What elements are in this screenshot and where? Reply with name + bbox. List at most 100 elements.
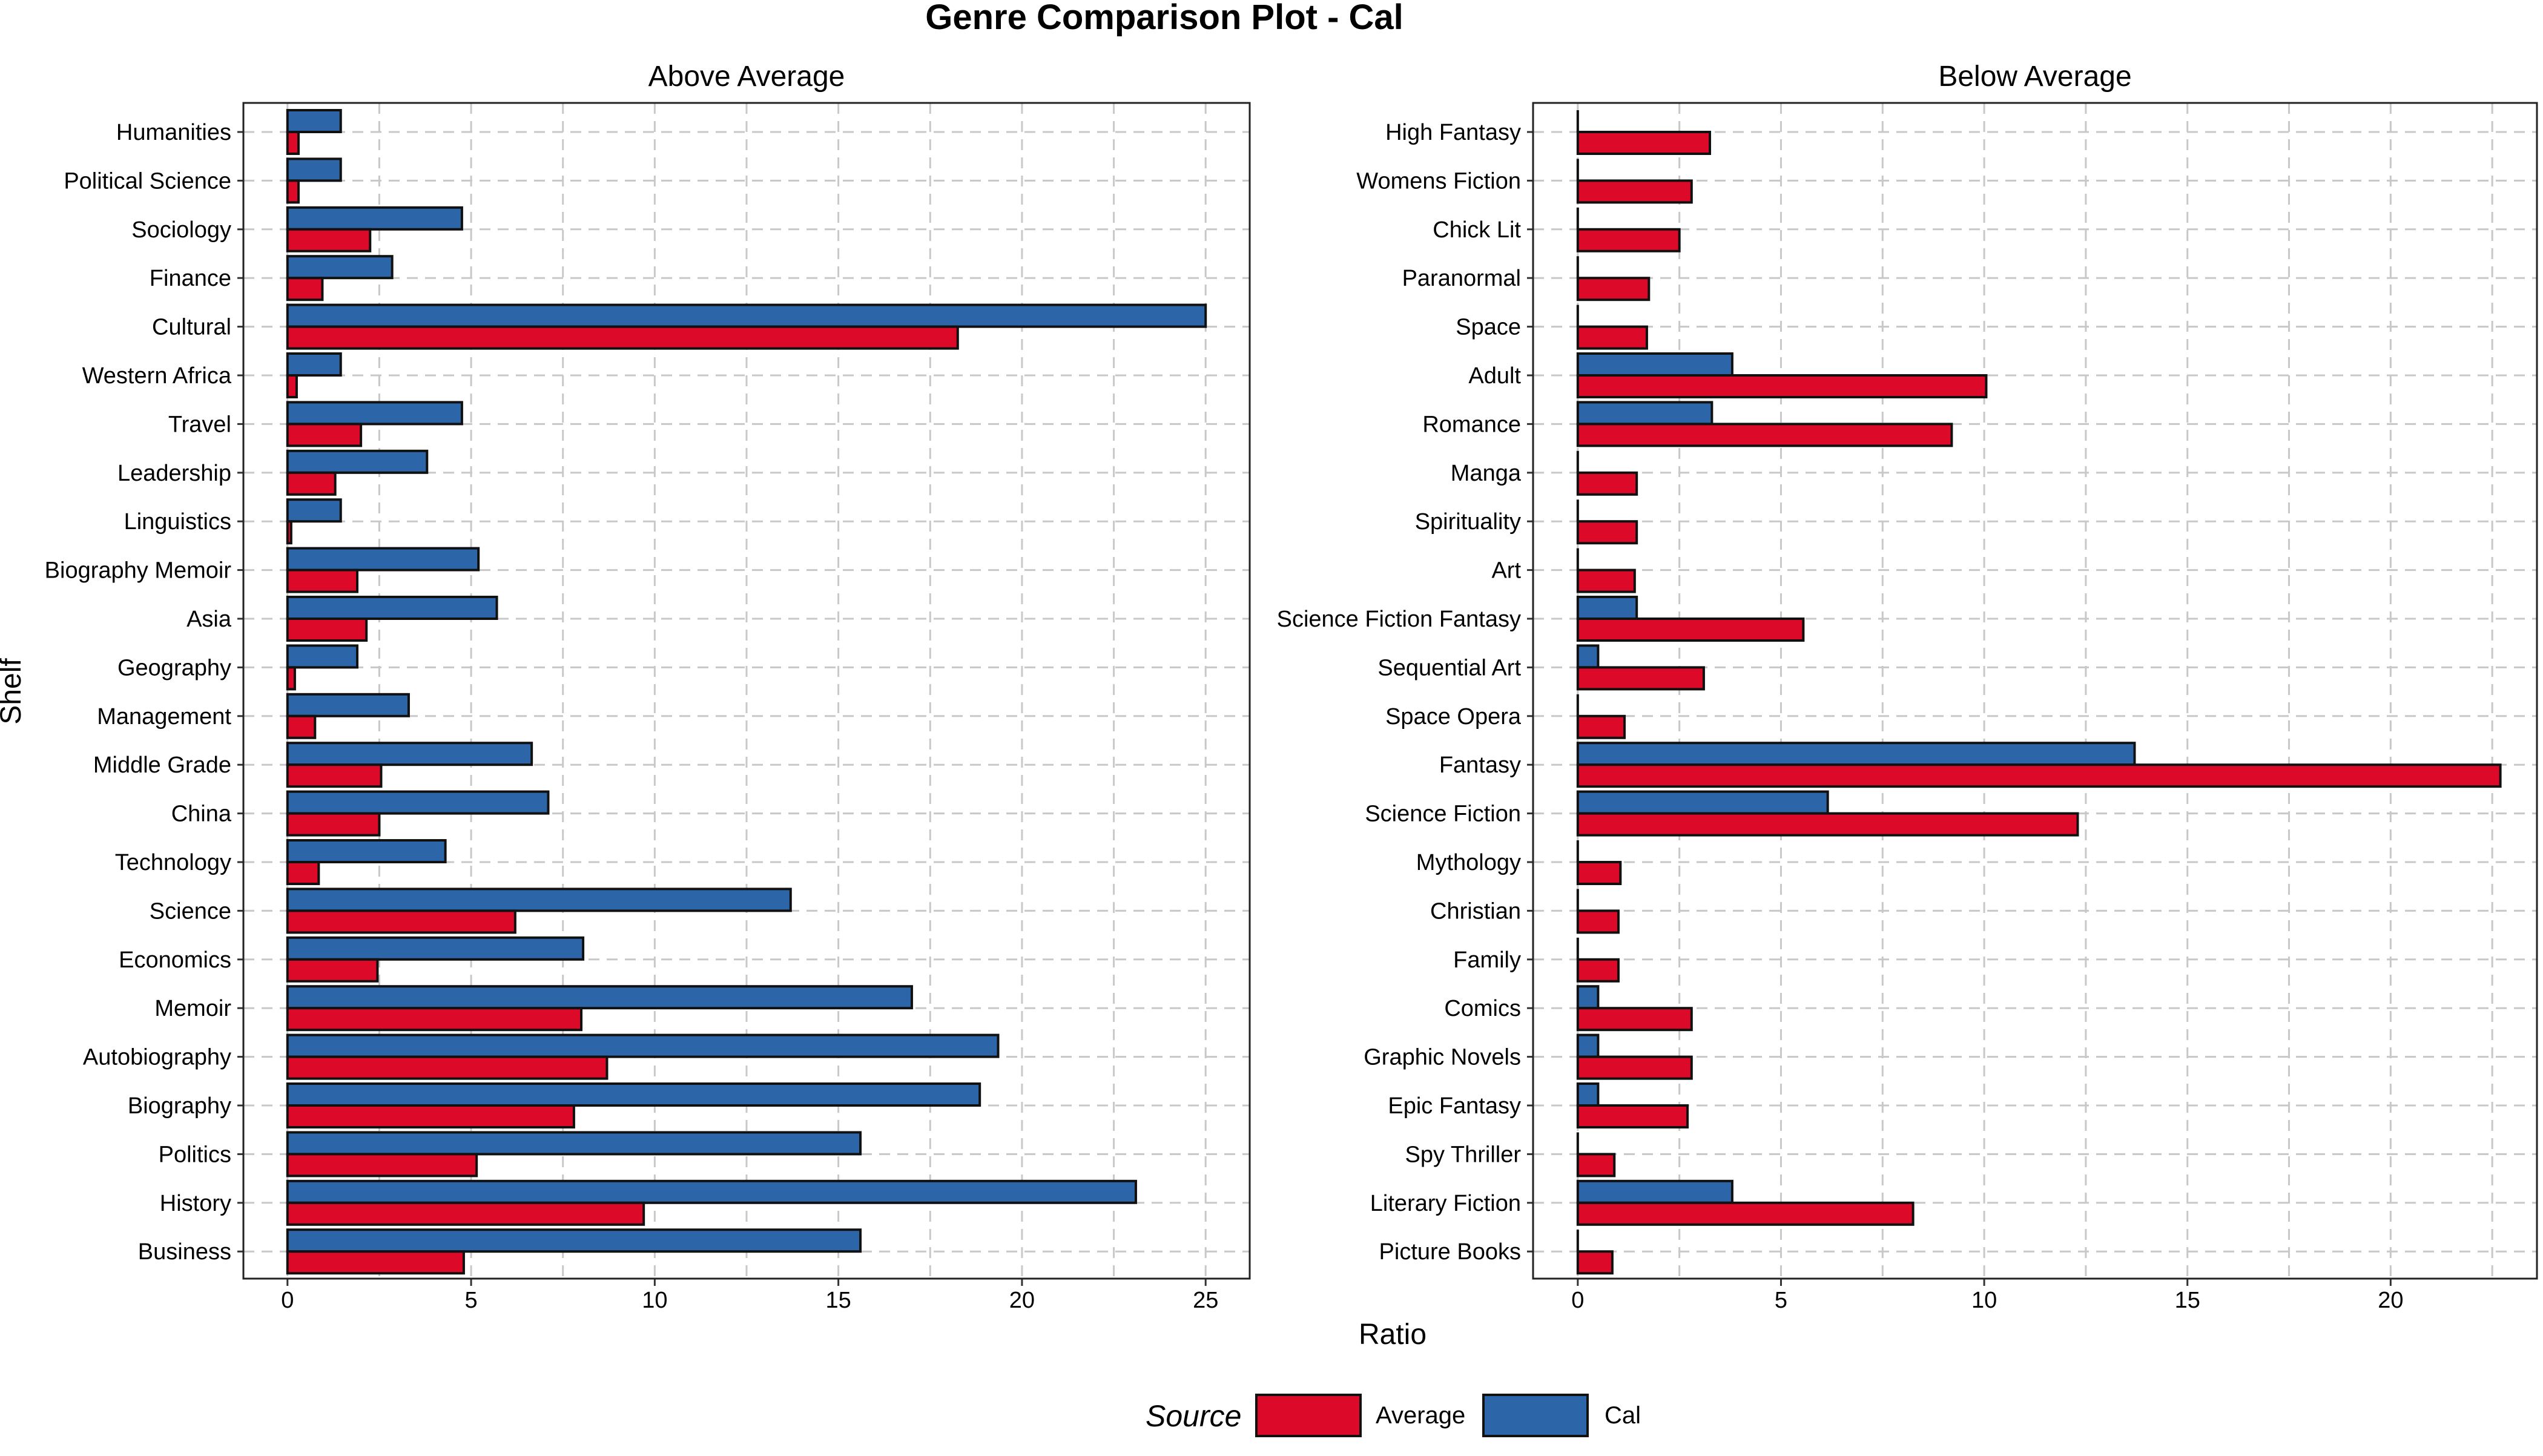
category-label: Linguistics [124, 509, 231, 535]
bar-cal-history [286, 1179, 1137, 1204]
bar-average-literary-fiction [1576, 1201, 1915, 1226]
category-label: Sociology [131, 217, 231, 243]
bar-average-middle-grade [286, 763, 383, 788]
bar-cal-political-science [286, 157, 342, 182]
category-label: Art [1491, 558, 1521, 584]
bar-average-sociology [286, 228, 372, 252]
bar-average-autobiography [286, 1055, 609, 1080]
bar-cal-science-fiction [1576, 790, 1829, 815]
bar-cal-technology [286, 839, 447, 863]
bar-average-picture-books [1576, 1250, 1614, 1275]
category-label: Manga [1451, 461, 1522, 486]
x-tick-label: 10 [642, 1288, 667, 1313]
category-label: Biography Memoir [45, 558, 232, 584]
x-tick-label: 10 [1971, 1288, 1997, 1313]
category-label: Political Science [64, 168, 231, 194]
bar-average-chick-lit [1576, 228, 1681, 252]
bar-average-epic-fantasy [1576, 1104, 1689, 1128]
bar-average-technology [286, 861, 320, 885]
category-label: Travel [168, 412, 231, 437]
bar-average-science [286, 909, 516, 934]
bar-average-mythology [1576, 861, 1622, 885]
chart-panels: Above Average Humanities Political Science… [45, 61, 2538, 1313]
bar-average-economics [286, 958, 379, 983]
category-label: History [160, 1191, 231, 1216]
bar-cal-comics [1576, 985, 1600, 1010]
bar-average-asia [286, 618, 368, 642]
bar-average-western-africa [286, 374, 298, 398]
bar-average-manga [1576, 471, 1638, 496]
bar-average-linguistics [286, 520, 292, 545]
bar-average-biography-memoir [286, 568, 359, 593]
bar-cal-humanities [286, 109, 342, 133]
category-label: Epic Fantasy [1388, 1093, 1521, 1119]
panel-below-average: Below Average High Fantasy Womens Fiction C… [1277, 61, 2538, 1313]
category-label: Fantasy [1439, 753, 1521, 778]
category-label: Management [97, 704, 231, 730]
x-tick-label: 15 [826, 1288, 851, 1313]
category-label: Paranormal [1402, 266, 1521, 291]
bar-cal-travel [286, 401, 463, 426]
panel-above-average: Above Average Humanities Political Science… [45, 61, 1251, 1313]
bar-average-christian [1576, 909, 1620, 934]
x-tick-label: 0 [1571, 1288, 1584, 1313]
bar-cal-biography [286, 1082, 981, 1107]
x-tick-label: 15 [2175, 1288, 2200, 1313]
x-tick-label: 0 [281, 1288, 294, 1313]
bar-cal-economics [286, 936, 585, 961]
bar-cal-fantasy [1576, 742, 2136, 766]
bar-cal-politics [286, 1131, 862, 1156]
panel-border [242, 102, 1251, 1280]
bar-average-humanities [286, 131, 300, 155]
bar-average-biography [286, 1104, 575, 1128]
legend-label-cal: Cal [1605, 1402, 1641, 1429]
category-label: Romance [1422, 412, 1521, 437]
legend-swatch-average [1255, 1394, 1362, 1437]
bar-cal-asia [286, 596, 498, 620]
category-label: Sequential Art [1377, 655, 1521, 680]
bar-cal-cultural [286, 303, 1207, 328]
facet-title: Above Average [648, 61, 845, 93]
bar-average-adult [1576, 374, 1988, 398]
category-label: Space [1456, 315, 1521, 340]
category-label: Family [1453, 947, 1521, 973]
bar-cal-science [286, 888, 792, 912]
category-label: Memoir [154, 996, 231, 1021]
category-label: Space Opera [1385, 704, 1522, 730]
bar-average-china [286, 812, 381, 837]
bar-average-romance [1576, 423, 1953, 447]
legend: Source Average Cal [1146, 1394, 1641, 1437]
bar-average-business [286, 1250, 465, 1275]
category-label: Graphic Novels [1364, 1045, 1521, 1070]
bar-average-memoir [286, 1007, 583, 1032]
category-label: Spy Thriller [1405, 1142, 1522, 1167]
category-label: Humanities [116, 120, 231, 145]
category-label: Mythology [1416, 850, 1521, 875]
bar-cal-management [286, 693, 410, 717]
legend-label-average: Average [1376, 1402, 1465, 1429]
bar-average-graphic-novels [1576, 1055, 1693, 1080]
facet-title: Below Average [1938, 61, 2131, 93]
x-axis-title: Ratio [1359, 1319, 1427, 1351]
category-label: Economics [119, 947, 231, 973]
bar-cal-sociology [286, 206, 463, 231]
category-label: Cultural [152, 315, 231, 340]
bar-cal-middle-grade [286, 742, 533, 766]
bar-cal-epic-fantasy [1576, 1082, 1600, 1107]
bar-average-leadership [286, 471, 337, 496]
category-label: Leadership [117, 461, 231, 486]
category-label: Science Fiction [1365, 802, 1521, 827]
bar-average-management [286, 714, 317, 739]
bar-average-comics [1576, 1007, 1693, 1032]
x-tick-label: 25 [1193, 1288, 1218, 1313]
bar-average-art [1576, 568, 1636, 593]
bar-cal-memoir [286, 985, 913, 1010]
bar-average-family [1576, 958, 1620, 983]
bar-cal-geography [286, 644, 359, 669]
category-label: Comics [1444, 996, 1521, 1021]
bar-cal-finance [286, 255, 394, 280]
category-label: Western Africa [82, 363, 232, 389]
y-axis-title: Shelf [0, 658, 27, 725]
